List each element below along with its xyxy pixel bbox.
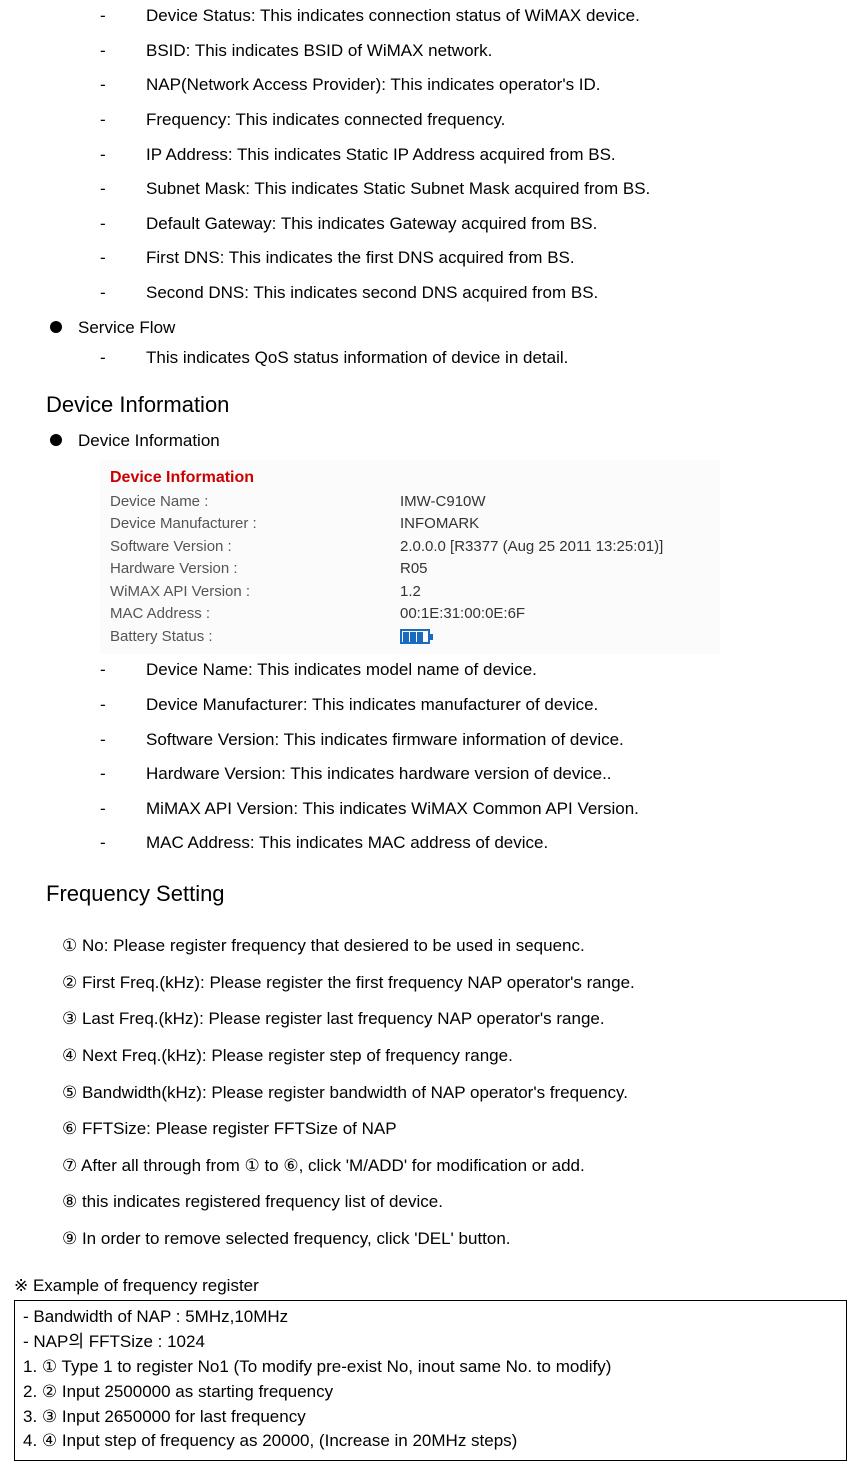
devinfo-label: Device Name : [110, 491, 400, 514]
list-item: ⑧ this indicates registered frequency li… [62, 1190, 851, 1215]
device-information-panel-title: Device Information [110, 466, 710, 489]
list-item: BSID: This indicates BSID of WiMAX netwo… [100, 39, 851, 64]
devinfo-row: WiMAX API Version : 1.2 [110, 581, 710, 604]
list-item: Default Gateway: This indicates Gateway … [100, 212, 851, 237]
devinfo-row: MAC Address : 00:1E:31:00:0E:6F [110, 603, 710, 626]
devinfo-value: 2.0.0.0 [R3377 (Aug 25 2011 13:25:01)] [400, 536, 663, 559]
example-line: - Bandwidth of NAP : 5MHz,10MHz [23, 1305, 838, 1329]
device-information-heading: Device Information [46, 389, 851, 421]
list-item: Device Manufacturer: This indicates manu… [100, 693, 851, 718]
list-item: Subnet Mask: This indicates Static Subne… [100, 177, 851, 202]
example-line: 2. ② Input 2500000 as starting frequency [23, 1380, 838, 1404]
devinfo-label: Battery Status : [110, 626, 400, 649]
devinfo-row: Device Name : IMW-C910W [110, 491, 710, 514]
devinfo-row: Device Manufacturer : INFOMARK [110, 513, 710, 536]
devinfo-row: Battery Status : [110, 626, 710, 649]
devinfo-row: Software Version : 2.0.0.0 [R3377 (Aug 2… [110, 536, 710, 559]
devinfo-value-battery [400, 626, 430, 649]
list-item: ② First Freq.(kHz): Please register the … [62, 971, 851, 996]
list-item: NAP(Network Access Provider): This indic… [100, 73, 851, 98]
devinfo-value: INFOMARK [400, 513, 479, 536]
list-item: This indicates QoS status information of… [100, 346, 851, 371]
battery-icon [400, 629, 430, 644]
list-item: MiMAX API Version: This indicates WiMAX … [100, 797, 851, 822]
list-item: ① No: Please register frequency that des… [62, 934, 851, 959]
frequency-setting-heading: Frequency Setting [46, 878, 851, 910]
list-item: ⑦ After all through from ① to ⑥, click '… [62, 1154, 851, 1179]
example-line: 3. ③ Input 2650000 for last frequency [23, 1405, 838, 1429]
devinfo-value: R05 [400, 558, 428, 581]
list-item: IP Address: This indicates Static IP Add… [100, 143, 851, 168]
list-item: First DNS: This indicates the first DNS … [100, 246, 851, 271]
devinfo-label: Software Version : [110, 536, 400, 559]
frequency-steps-list: ① No: Please register frequency that des… [62, 934, 851, 1252]
list-item: Second DNS: This indicates second DNS ac… [100, 281, 851, 306]
list-item: Frequency: This indicates connected freq… [100, 108, 851, 133]
device-information-panel: Device Information Device Name : IMW-C91… [100, 460, 720, 655]
service-flow-list: This indicates QoS status information of… [10, 346, 851, 371]
device-info-desc-list: Device Name: This indicates model name o… [10, 658, 851, 856]
list-item: Hardware Version: This indicates hardwar… [100, 762, 851, 787]
devinfo-label: WiMAX API Version : [110, 581, 400, 604]
devinfo-row: Hardware Version : R05 [110, 558, 710, 581]
devinfo-value: 1.2 [400, 581, 421, 604]
list-item: ④ Next Freq.(kHz): Please register step … [62, 1044, 851, 1069]
example-header: ※ Example of frequency register [14, 1274, 851, 1299]
devinfo-value: 00:1E:31:00:0E:6F [400, 603, 525, 626]
list-item: Device Status: This indicates connection… [100, 4, 851, 29]
example-line: 1. ① Type 1 to register No1 (To modify p… [23, 1355, 838, 1379]
devinfo-value: IMW-C910W [400, 491, 486, 514]
devinfo-label: Device Manufacturer : [110, 513, 400, 536]
list-item: Software Version: This indicates firmwar… [100, 728, 851, 753]
top-dash-list: Device Status: This indicates connection… [10, 4, 851, 306]
list-item: ③ Last Freq.(kHz): Please register last … [62, 1007, 851, 1032]
list-item: ⑤ Bandwidth(kHz): Please register bandwi… [62, 1081, 851, 1106]
service-flow-bullet: Service Flow [50, 316, 851, 341]
example-line: 4. ④ Input step of frequency as 20000, (… [23, 1429, 838, 1453]
devinfo-label: Hardware Version : [110, 558, 400, 581]
devinfo-label: MAC Address : [110, 603, 400, 626]
example-box: - Bandwidth of NAP : 5MHz,10MHz - NAP의 F… [14, 1300, 847, 1461]
list-item: MAC Address: This indicates MAC address … [100, 831, 851, 856]
example-line: - NAP의 FFTSize : 1024 [23, 1330, 838, 1354]
list-item: ⑨ In order to remove selected frequency,… [62, 1227, 851, 1252]
device-information-bullet: Device Information [50, 429, 851, 454]
list-item: Device Name: This indicates model name o… [100, 658, 851, 683]
list-item: ⑥ FFTSize: Please register FFTSize of NA… [62, 1117, 851, 1142]
